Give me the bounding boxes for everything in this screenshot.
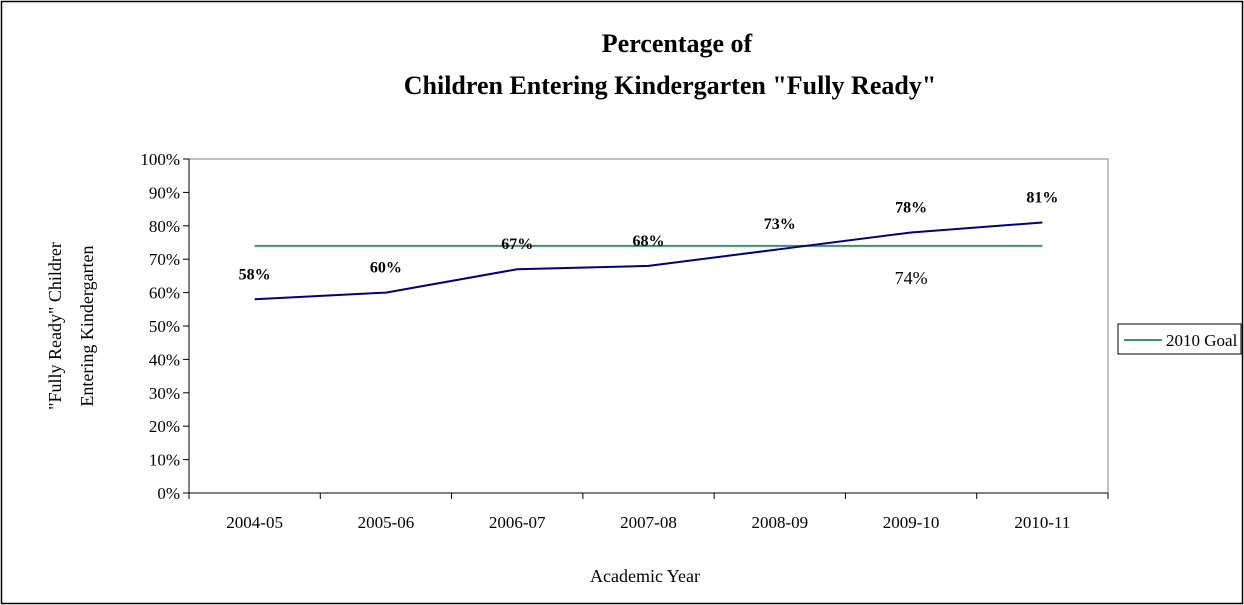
data-label: 58%: [239, 266, 271, 283]
y-tick-label: 30%: [149, 384, 180, 403]
data-labels: 58% 60% 67% 68% 73% 78% 81% 74%: [239, 189, 1059, 287]
data-label: 68%: [633, 233, 665, 250]
x-tick-label: 2006-07: [489, 513, 546, 532]
y-axis: 0% 10% 20% 30% 40% 50% 60% 70% 80% 90% 100%: [140, 150, 190, 503]
y-tick-label: 20%: [149, 417, 180, 436]
x-tick-label: 2009-10: [883, 513, 940, 532]
y-tick-label: 90%: [149, 183, 180, 202]
y-tick-label: 10%: [149, 451, 180, 470]
x-tick-label: 2005-06: [358, 513, 415, 532]
y-axis-title: "Fully Ready" Childrer Entering Kinderga…: [45, 242, 97, 410]
x-tick-label: 2010-11: [1014, 513, 1070, 532]
y-tick-label: 100%: [140, 150, 180, 169]
x-tick-label: 2007-08: [620, 513, 677, 532]
chart-title-line-1: Percentage of: [602, 29, 753, 58]
x-axis: 2004-05 2005-06 2006-07 2007-08 2008-09 2009-…: [188, 492, 1109, 532]
y-axis-title-line-2: Entering Kindergarten: [77, 245, 97, 406]
y-tick-label: 40%: [149, 350, 180, 369]
legend-label-goal: 2010 Goal: [1166, 331, 1238, 350]
data-label: 60%: [370, 260, 402, 277]
data-label: 81%: [1026, 189, 1058, 206]
y-axis-title-line-1: "Fully Ready" Childrer: [45, 242, 65, 410]
goal-value-label: 74%: [895, 268, 928, 288]
series-layer: [254, 221, 1043, 301]
y-tick-label: 60%: [149, 284, 180, 303]
data-label: 67%: [501, 236, 533, 253]
y-tick-label: 0%: [157, 484, 180, 503]
x-tick-label: 2004-05: [226, 513, 283, 532]
legend: 2010 Goal: [1117, 323, 1242, 355]
data-label: 78%: [895, 199, 927, 216]
x-axis-title: Academic Year: [590, 566, 700, 586]
y-tick-label: 70%: [149, 250, 180, 269]
y-tick-label: 50%: [149, 317, 180, 336]
x-tick-label: 2008-09: [751, 513, 808, 532]
chart-title-line-2: Children Entering Kindergarten "Fully Re…: [404, 71, 937, 100]
y-tick-label: 80%: [149, 217, 180, 236]
data-label: 73%: [764, 216, 796, 233]
